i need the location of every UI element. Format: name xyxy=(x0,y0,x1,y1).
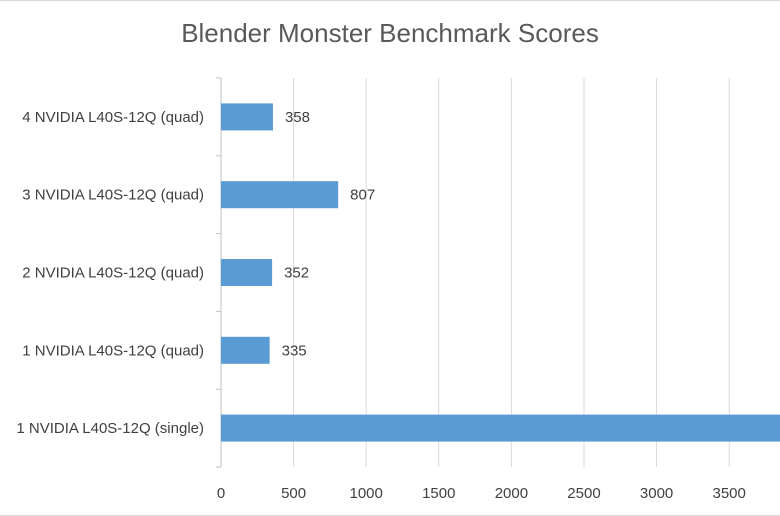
x-tick-label: 3000 xyxy=(640,485,673,502)
bar xyxy=(221,103,273,131)
x-tick-label: 2000 xyxy=(495,485,528,502)
bar xyxy=(221,414,780,442)
x-tick-label: 2500 xyxy=(567,485,600,502)
gridlines xyxy=(293,78,730,467)
category-label: 1 NVIDIA L40S-12Q (quad) xyxy=(22,342,204,359)
data-label: 807 xyxy=(350,187,375,204)
data-label: 335 xyxy=(282,342,307,359)
category-label: 2 NVIDIA L40S-12Q (quad) xyxy=(22,265,204,282)
x-tick-label: 1000 xyxy=(350,485,383,502)
x-tick-label: 1500 xyxy=(422,485,455,502)
category-label: 4 NVIDIA L40S-12Q (quad) xyxy=(22,109,204,126)
category-label: 3 NVIDIA L40S-12Q (quad) xyxy=(22,187,204,204)
x-tick-label: 500 xyxy=(281,485,306,502)
bar xyxy=(221,181,339,209)
x-tick-label: 3500 xyxy=(712,485,745,502)
data-label: 358 xyxy=(285,109,310,126)
x-tick-label: 0 xyxy=(217,485,225,502)
bars xyxy=(221,103,780,442)
bar xyxy=(221,336,270,364)
data-label: 352 xyxy=(284,265,309,282)
chart-title: Blender Monster Benchmark Scores xyxy=(181,18,599,48)
labels: 0 500 1000 1500 2000 2500 3000 3500 1 NVIDIA L40… xyxy=(16,109,745,502)
bar xyxy=(221,259,273,286)
axis xyxy=(216,77,222,468)
category-label: 1 NVIDIA L40S-12Q (single) xyxy=(16,420,204,437)
